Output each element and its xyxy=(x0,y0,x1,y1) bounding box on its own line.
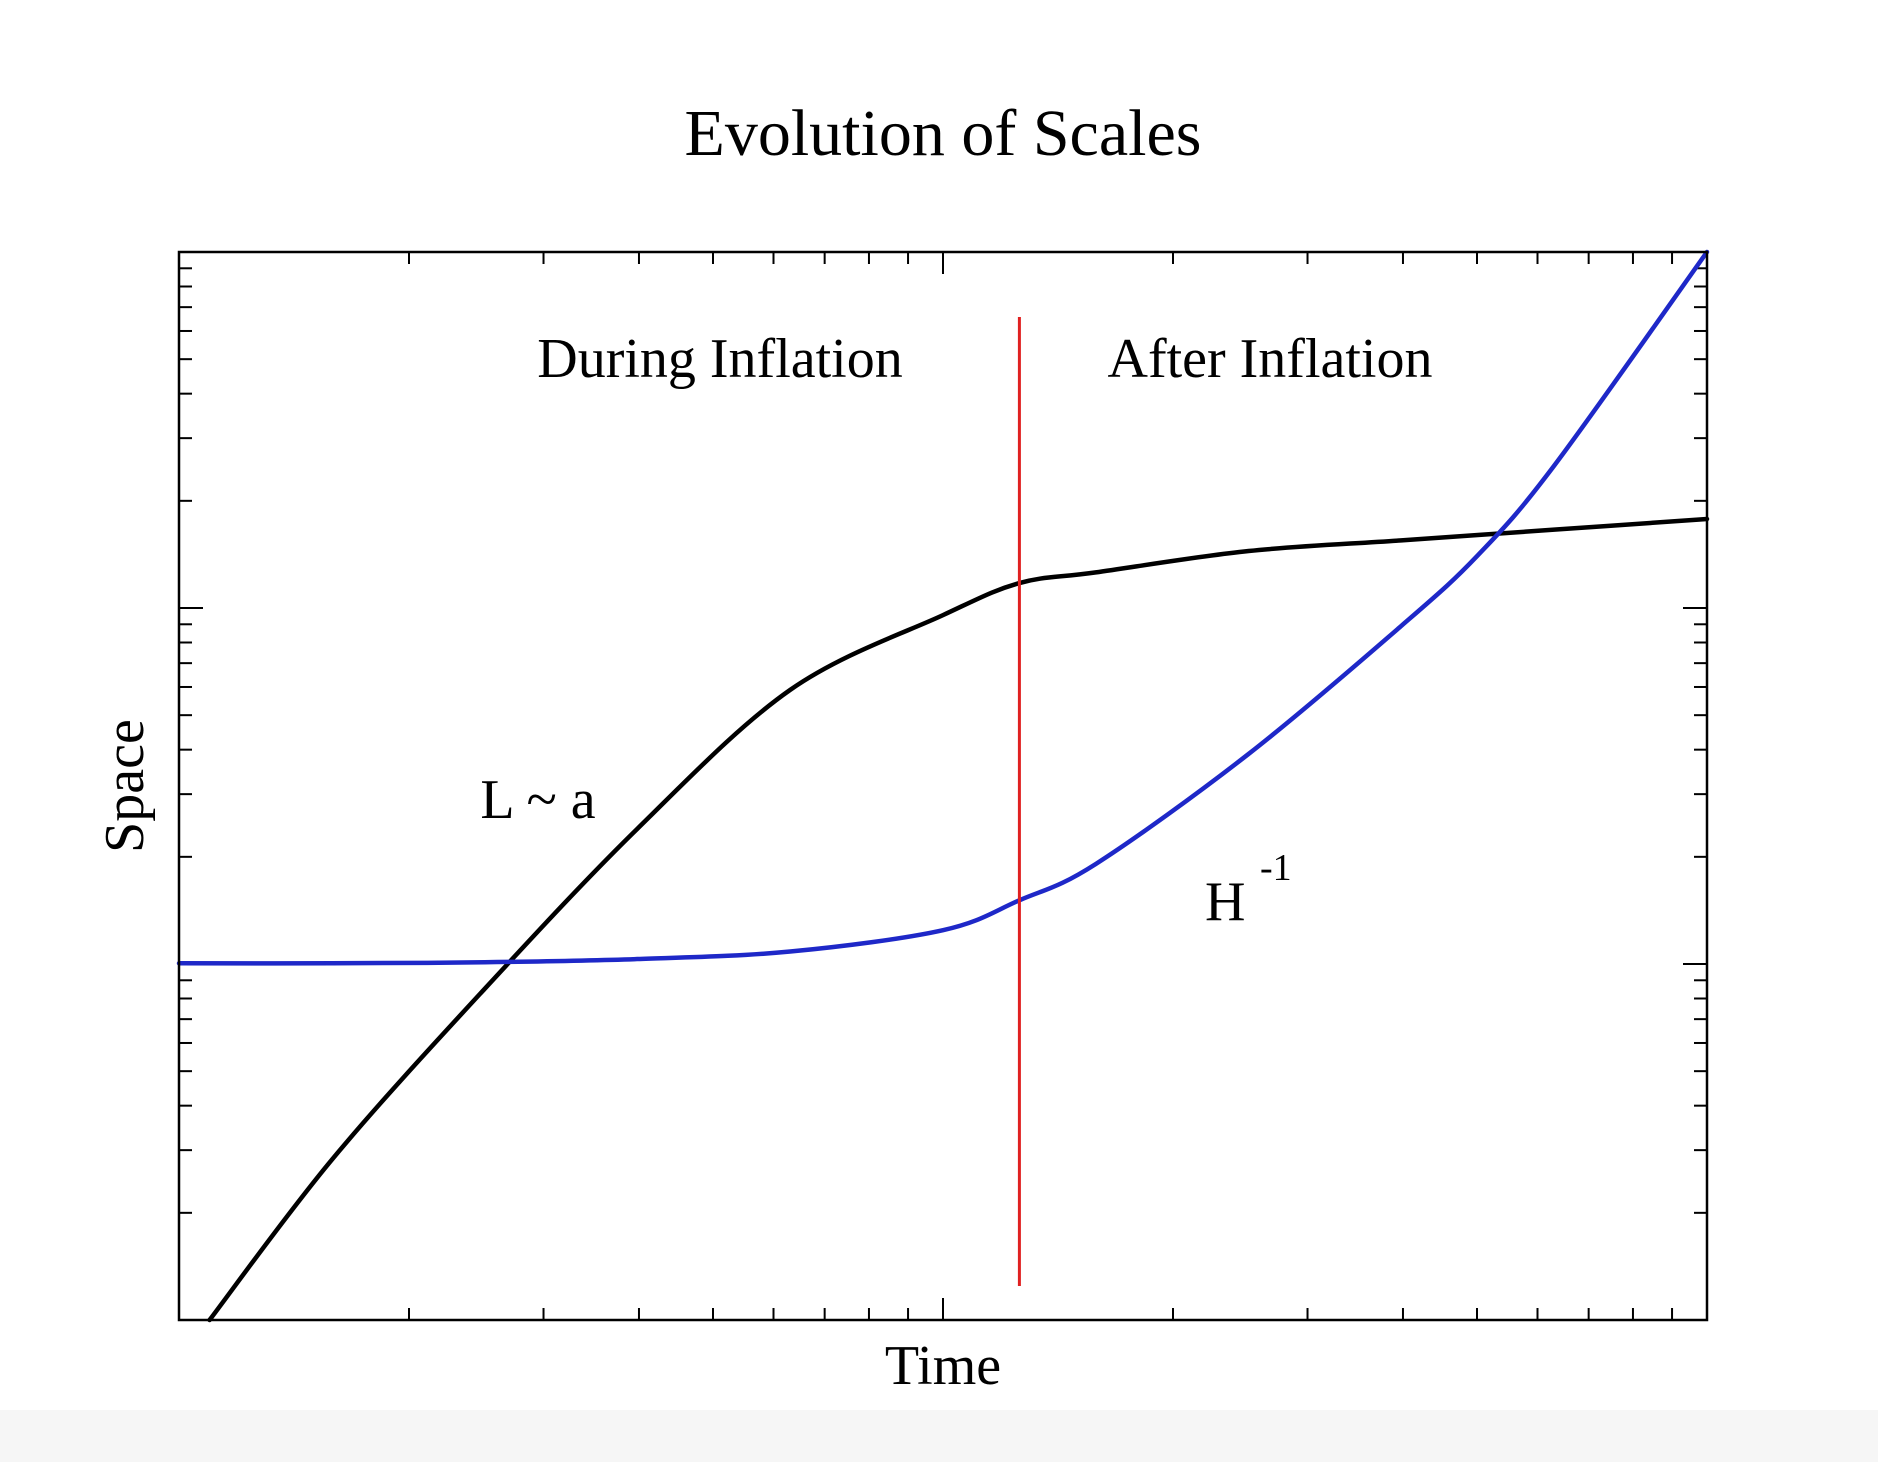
x-axis-label: Time xyxy=(885,1335,1001,1397)
series-line-l-a xyxy=(207,516,1710,1323)
plot-frame xyxy=(177,250,1709,1322)
annotation-l-a: L ~ a xyxy=(480,769,595,831)
annotation-after-inflation: After Inflation xyxy=(1108,328,1433,390)
chart-title: Evolution of Scales xyxy=(685,97,1202,170)
annotation-during-inflation: During Inflation xyxy=(537,328,902,390)
annotation-h-superscript: -1 xyxy=(1260,847,1292,889)
page-bottom-strip xyxy=(0,1410,1878,1462)
annotation-h: H xyxy=(1205,871,1245,933)
data-curves xyxy=(176,249,1710,1323)
y-axis-label: Space xyxy=(94,719,156,853)
series-line-h-inverse xyxy=(176,249,1710,966)
